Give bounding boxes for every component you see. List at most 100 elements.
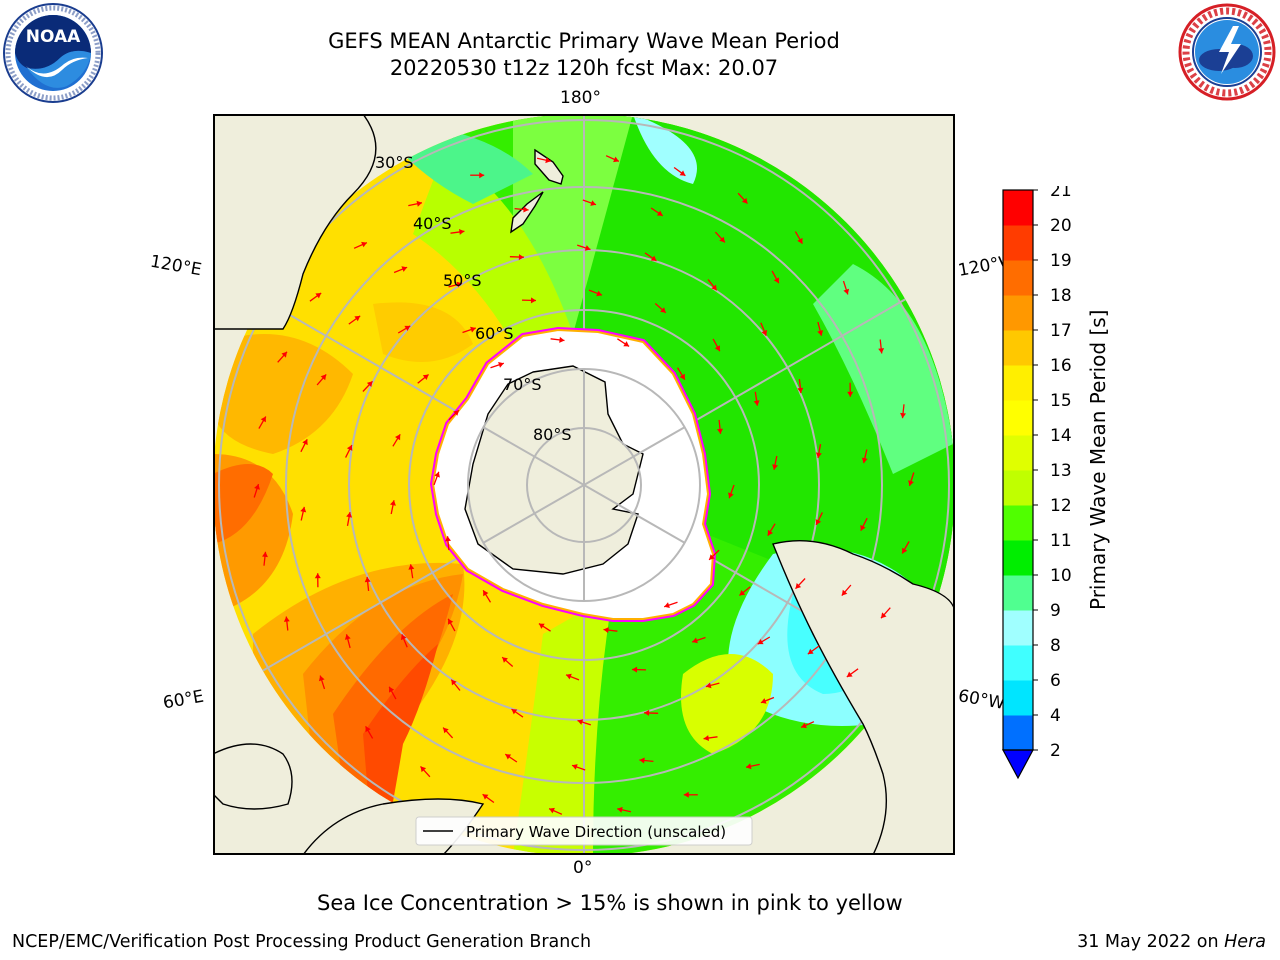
- legend-label: Primary Wave Direction (unscaled): [466, 823, 726, 841]
- wave-arrow-head: [797, 237, 803, 244]
- wave-arrow-head: [692, 637, 698, 644]
- wave-arrow-head: [843, 288, 850, 295]
- lon-label-left-lower: 60°E: [161, 686, 206, 714]
- wave-arrow-head: [613, 156, 619, 163]
- wave-arrow-head: [760, 698, 767, 704]
- wave-arrow-head: [445, 536, 451, 542]
- noaa-logo: NOAA: [2, 2, 104, 108]
- wave-arrow-head: [703, 735, 709, 741]
- colorbar-tick-label: 8: [1050, 636, 1061, 656]
- wave-arrow-head: [453, 410, 459, 416]
- wave-arrow-head: [283, 616, 290, 622]
- sea-ice-note: Sea Ice Concentration > 15% is shown in …: [317, 891, 903, 915]
- wave-arrow-head: [300, 506, 307, 513]
- wave-arrow-head: [817, 330, 824, 336]
- wave-arrow-head: [408, 564, 415, 570]
- wave-arrow-head: [559, 336, 565, 343]
- wave-arrow-head: [767, 529, 773, 536]
- wave-arrow-head: [420, 766, 427, 773]
- wave-arrow-head: [254, 484, 260, 490]
- wave-arrow-head: [603, 627, 609, 634]
- wave-arrow-head: [728, 492, 734, 499]
- wave-arrow-head: [361, 241, 367, 248]
- colorbar-swatch: [1003, 225, 1033, 261]
- wave-arrow-head: [639, 757, 645, 764]
- colorbar-swatch: [1003, 645, 1033, 681]
- wave-arrow-head: [459, 229, 465, 235]
- wave-arrow-head: [404, 325, 411, 331]
- wave-arrow-head: [847, 391, 854, 397]
- colorbar-swatch: [1003, 540, 1033, 576]
- polar-map: 30°S 40°S 50°S 60°S 70°S 80°S Primary Wa…: [213, 114, 955, 855]
- wave-arrow-head: [262, 551, 268, 558]
- wave-arrow-head: [860, 524, 866, 531]
- wave-arrow-head: [545, 157, 551, 164]
- wave-arrow-head: [395, 434, 401, 441]
- colorbar-tick-label: 17: [1050, 321, 1072, 341]
- colorbar-tick-label: 13: [1050, 461, 1072, 481]
- lon-label-right-lower: 60°W: [956, 686, 1007, 714]
- lon-label-bottom: 0°: [573, 858, 593, 878]
- colorbar-tick-label: 12: [1050, 496, 1072, 516]
- wave-arrow-head: [448, 618, 454, 625]
- wave-arrow-head: [902, 547, 908, 554]
- wave-arrow-head: [590, 200, 596, 206]
- wave-arrow-head: [617, 806, 623, 813]
- wave-arrow-head: [711, 284, 717, 291]
- colorbar-tick-label: 16: [1050, 356, 1072, 376]
- wave-arrow-head: [815, 519, 822, 525]
- wave-arrow-head: [318, 675, 325, 682]
- wave-arrow-head: [482, 794, 489, 800]
- wave-arrow-head: [302, 439, 308, 446]
- wave-arrow-head: [739, 590, 746, 596]
- colorbar-swatch: [1003, 505, 1033, 541]
- map-legend: Primary Wave Direction (unscaled): [415, 816, 753, 846]
- wave-arrow-head: [511, 709, 518, 715]
- wave-arrow-head: [451, 679, 457, 686]
- colorbar-swatch: [1003, 295, 1033, 331]
- wave-arrow-head: [753, 400, 760, 406]
- colorbar-tick-label: 18: [1050, 286, 1072, 306]
- colorbar-tick-label: 11: [1050, 531, 1072, 551]
- wave-arrow-head: [456, 281, 463, 288]
- colorbar: 2 4 6 8 9 10 11 12 13 14 15 16 17 18 19 20 21: [1000, 181, 1080, 790]
- chart-title: GEFS MEAN Antarctic Primary Wave Mean Pe…: [328, 29, 840, 53]
- wave-arrow-head: [717, 428, 723, 434]
- wave-arrow-head: [841, 589, 848, 596]
- wave-arrow-head: [632, 666, 638, 673]
- colorbar-swatch: [1003, 365, 1033, 401]
- map-svg: 30°S 40°S 50°S 60°S 70°S 80°S Primary Wa…: [213, 114, 955, 855]
- colorbar-tick-label: 9: [1050, 601, 1061, 621]
- wave-arrow-head: [741, 197, 748, 204]
- wave-arrow-head: [523, 206, 529, 213]
- wave-arrow-head: [664, 602, 670, 608]
- colorbar-swatch: [1003, 190, 1033, 226]
- wave-arrow-head: [807, 648, 814, 655]
- lon-label-top: 180°: [560, 88, 601, 108]
- lat-label-60s: 60°S: [475, 324, 514, 343]
- wave-arrow-head: [705, 682, 712, 689]
- footer-date-text: 31 May 2022 on: [1077, 932, 1225, 952]
- wave-arrow-head: [498, 362, 504, 368]
- wave-arrow-head: [364, 576, 371, 583]
- colorbar-tick-label: 4: [1050, 706, 1061, 726]
- wave-arrow-head: [815, 452, 822, 458]
- wave-arrow-head: [566, 673, 572, 680]
- wave-arrow-head: [746, 763, 752, 770]
- footer-date: 31 May 2022 on Hera: [1077, 932, 1266, 952]
- wave-arrow-head: [714, 345, 720, 352]
- wave-arrow-head: [656, 210, 663, 216]
- wave-arrow-head: [260, 416, 266, 423]
- colorbar-extend-arrow: [1001, 749, 1035, 780]
- wave-arrow-head: [346, 445, 353, 451]
- wave-arrow-head: [483, 590, 489, 597]
- wave-arrow-head: [470, 326, 476, 333]
- colorbar-tick-label: 19: [1050, 251, 1072, 271]
- wave-arrow-head: [772, 464, 778, 470]
- wave-arrow-head: [679, 170, 686, 176]
- colorbar-swatch: [1003, 470, 1033, 506]
- wave-arrow-head: [401, 266, 408, 272]
- wave-arrow-head: [801, 722, 807, 729]
- colorbar-swatch: [1003, 330, 1033, 366]
- wave-arrow-head: [878, 348, 885, 354]
